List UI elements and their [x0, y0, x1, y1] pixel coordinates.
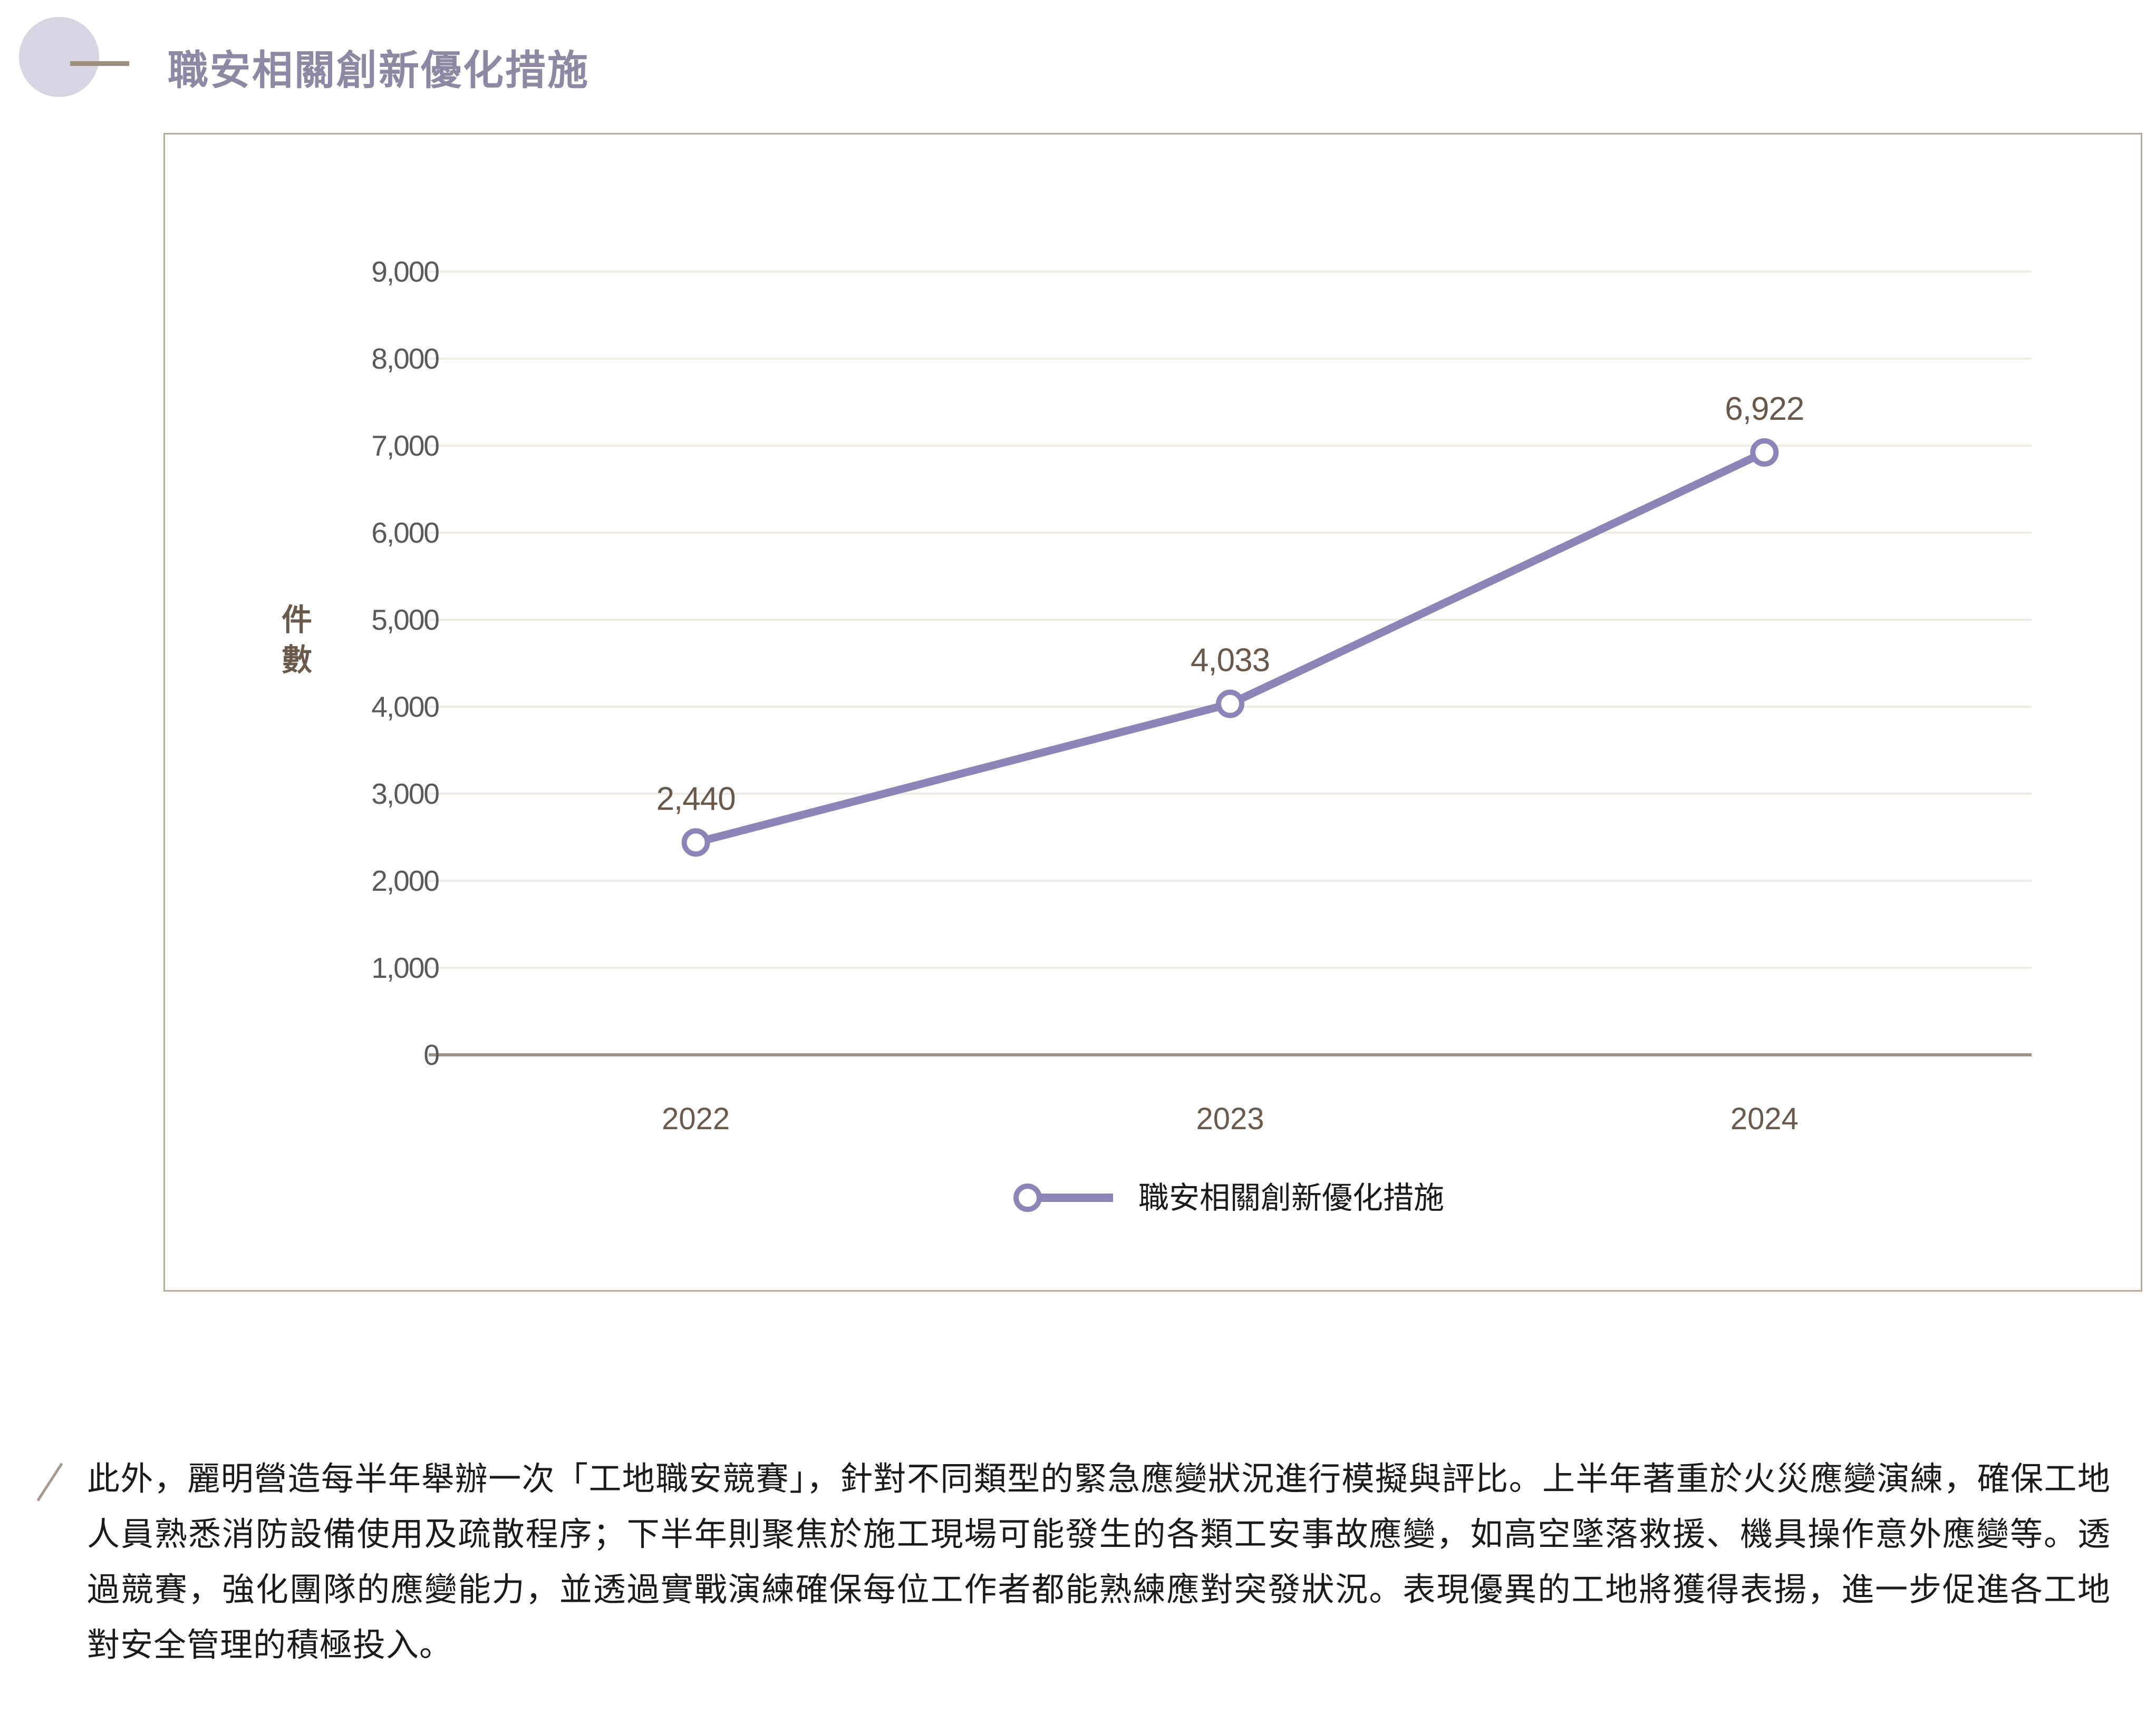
data-point-marker: [681, 828, 710, 857]
y-tick-label: 8,000: [371, 342, 439, 375]
legend-label: 職安相關創新優化措施: [1138, 1181, 1444, 1215]
section-title: 職安相關創新優化措施: [168, 48, 589, 93]
body-paragraph: 此外，麗明營造每半年舉辦一次「工地職安競賽」，針對不同類型的緊急應變狀況進行模擬…: [87, 1461, 2111, 1663]
data-point-label: 6,922: [1725, 391, 1804, 427]
line-chart: 0 1,000 2,000 3,000 4,000 5,000 6,000 7,000 8,00…: [282, 255, 2032, 1215]
x-tick-label: 2024: [1730, 1102, 1799, 1136]
x-tick-label: 2022: [662, 1102, 730, 1136]
y-axis-title: 數: [282, 643, 312, 677]
legend-marker-icon: [1013, 1184, 1042, 1212]
x-tick-label: 2023: [1196, 1102, 1264, 1136]
y-axis-title: 件: [282, 603, 312, 637]
chart-container: 0 1,000 2,000 3,000 4,000 5,000 6,000 7,000 8,00…: [163, 133, 2142, 1292]
section-bullet-circle-icon: [19, 17, 99, 97]
y-tick-label: 2,000: [371, 864, 439, 897]
y-tick-label: 7,000: [371, 429, 439, 462]
y-tick-label: 3,000: [371, 777, 439, 810]
y-tick-label: 9,000: [371, 255, 439, 288]
y-tick-label: 0: [423, 1038, 439, 1071]
y-tick-label: 1,000: [371, 951, 439, 984]
data-point-marker: [1750, 438, 1779, 467]
paragraph-slash-icon: [36, 1463, 63, 1502]
section-bullet-line-icon: [70, 61, 129, 66]
data-point-marker: [1216, 689, 1244, 718]
y-tick-label: 6,000: [371, 516, 439, 549]
data-point-label: 2,440: [656, 781, 736, 817]
y-tick-label: 4,000: [371, 690, 439, 723]
data-point-label: 4,033: [1191, 642, 1270, 679]
y-tick-label: 5,000: [371, 603, 439, 636]
